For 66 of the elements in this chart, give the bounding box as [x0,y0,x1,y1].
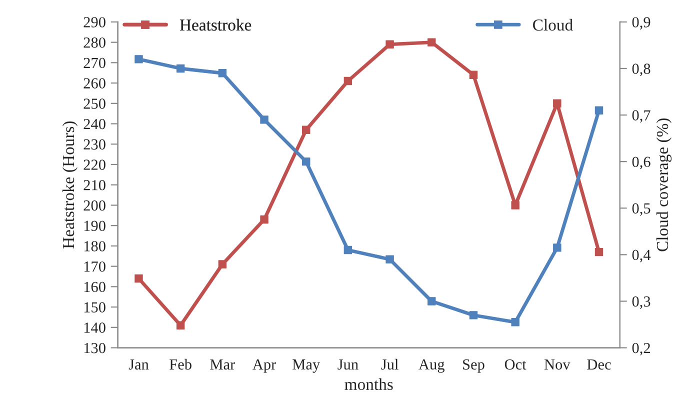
point [553,244,562,252]
x-tick-label: Aug [418,359,444,373]
y2-tick-label: 0,9 [632,17,650,30]
y-tick-label: 290 [84,17,106,28]
y-tick-label: 270 [84,58,106,68]
y-tick-label: 130 [84,342,106,354]
x-tick-label: Oct [504,359,526,370]
x-tick-label: Nov [544,359,570,370]
y-tick-label: 240 [84,118,106,130]
y-tick-label: 140 [84,322,106,333]
y-tick-label: 220 [84,160,106,170]
y2-tick-label: 0,5 [632,203,650,216]
point [134,55,143,64]
point [386,255,394,264]
legend-label: Cloud [533,18,573,31]
x-tick-label: Jan [128,359,149,370]
x-tick-label: Mar [210,359,236,370]
y-tick-label: 190 [84,220,106,232]
y-tick-label: 150 [84,302,106,312]
point [302,157,310,166]
x-tick-label: Dec [587,359,611,370]
y2-tick-label: 0,4 [632,250,651,262]
x-tick-label: Sep [463,359,484,373]
point [176,64,185,73]
x-tick-label: Apr [252,359,276,373]
point [344,76,352,86]
x-tick-label: May [292,359,320,373]
y2-tick-label: 0,6 [632,156,650,170]
x-tick-label: Jun [338,359,358,370]
y2-tick-label: 0,2 [632,342,650,356]
y-axis-title: Heatstroke (Hours) [62,121,78,248]
point [511,201,520,210]
y-tick-label: 200 [84,200,106,211]
x-tick-label: Jul [381,358,398,370]
point [218,260,227,268]
point [469,311,478,320]
y-tick-label: 170 [84,261,106,272]
y-tick-label: 210 [84,180,106,190]
y2-tick-label: 0,8 [632,64,650,76]
y-tick-label: 180 [84,241,106,252]
y2-tick-label: 0,3 [632,296,650,309]
y-tick-label: 160 [84,282,106,292]
point [553,99,562,108]
point [594,106,604,114]
point [176,321,185,330]
point [302,126,310,134]
y-tick-label: 280 [84,37,106,48]
point [260,116,268,124]
point [594,248,604,256]
legend-label: Heatstroke [180,18,252,31]
y-tick-label: 250 [84,98,106,109]
x-axis-title: months [344,378,393,390]
x-tick-label: Feb [170,358,192,370]
point [134,274,143,283]
point [428,297,436,306]
point [428,38,436,46]
point [218,69,227,78]
point [386,40,394,48]
y2-tick-label: 0,7 [632,110,650,123]
y2-axis-title: Cloud coverage (%) [656,118,672,252]
y-tick-label: 230 [84,139,106,150]
point [344,246,352,254]
point [511,318,520,326]
y-tick-label: 260 [84,78,106,88]
point [469,70,478,79]
point [260,215,268,224]
